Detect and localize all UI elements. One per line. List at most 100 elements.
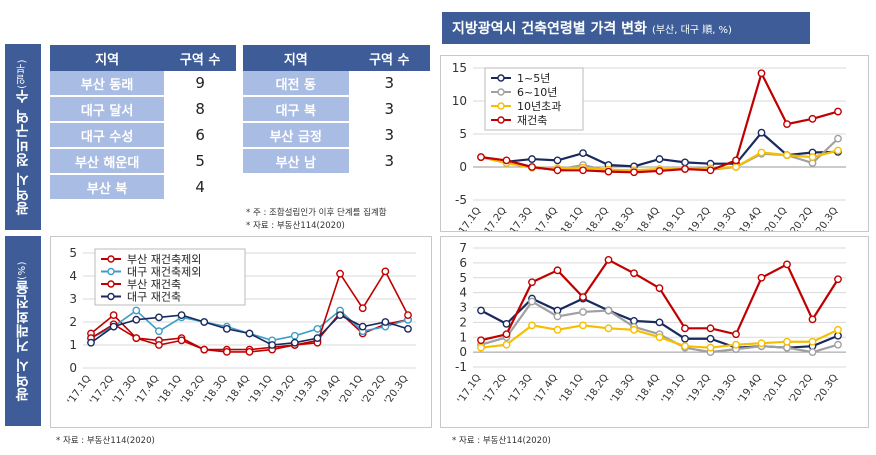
region-cell: 대구 수성	[50, 122, 165, 149]
region-cell: 부산 금정	[243, 122, 349, 149]
data-point	[655, 155, 664, 163]
data-point	[604, 167, 613, 176]
data-point	[177, 311, 186, 320]
data-point	[477, 153, 485, 162]
data-point	[245, 348, 254, 356]
daegu-price-panel: -1 0 1 2 3 4 5 6 7 '17.1Q '17.2Q '17.3Q '17.4Q '18.1Q…	[440, 236, 869, 428]
data-point	[808, 348, 817, 357]
chart-title-bar: 지방광역시 건축연령별 가격 변화 (부산, 대구 順, %)	[442, 12, 810, 44]
x-tick-label: '19.2Q	[685, 205, 713, 231]
legend-label: 부산 재건축	[127, 278, 181, 291]
x-tick-label: '19.3Q	[711, 372, 739, 405]
y-tick-label: 1	[459, 330, 467, 344]
region-cell: 부산 해운대	[50, 148, 165, 175]
y-tick-label: -1	[455, 360, 467, 374]
data-point	[655, 318, 664, 327]
data-point	[579, 166, 587, 175]
data-point	[579, 293, 587, 301]
table-row: 대구 달서 8	[50, 96, 236, 123]
legend-marker	[497, 74, 505, 82]
data-point	[477, 306, 485, 315]
data-point	[757, 339, 766, 348]
data-point	[604, 306, 613, 315]
data-point	[177, 336, 186, 345]
table-header-count: 구역 수	[348, 45, 430, 71]
data-point	[155, 341, 163, 349]
y-tick-label: -5	[455, 193, 467, 207]
region-cell: 부산 동래	[50, 71, 165, 97]
side-label-small: (%)	[17, 260, 28, 280]
data-point	[783, 151, 791, 160]
region-cell: 대구 달서	[50, 96, 165, 123]
x-tick-label: '17.1Q	[456, 205, 484, 231]
data-point	[553, 312, 562, 321]
data-point	[502, 330, 511, 339]
x-tick-label: '20.3Q	[383, 373, 411, 406]
x-tick-label: '18.1Q	[558, 372, 586, 405]
data-point	[681, 342, 689, 351]
data-point	[757, 128, 766, 137]
legend-marker	[497, 116, 505, 124]
data-point	[477, 343, 485, 352]
data-point	[502, 156, 511, 165]
data-point	[834, 134, 842, 143]
data-point	[655, 284, 664, 293]
chart-title: 지방광역시 건축연령별 가격 변화	[452, 21, 647, 37]
y-tick-label: 7	[459, 241, 467, 255]
region-cell: 부산 북	[50, 174, 165, 201]
data-point	[604, 255, 613, 264]
x-tick-label: '19.1Q	[660, 372, 688, 405]
data-point	[834, 325, 842, 334]
legend-marker	[497, 88, 505, 96]
data-point	[528, 163, 536, 171]
data-point	[808, 315, 817, 324]
side-label-small: (일부)	[17, 58, 28, 89]
turnover-side-label: 광역시 거래회전율(%)	[5, 236, 41, 426]
y-tick-label: 5	[459, 271, 467, 285]
x-tick-label: '19.4Q	[736, 205, 764, 231]
data-point	[808, 153, 817, 162]
y-tick-label: 3	[459, 301, 467, 315]
data-point	[681, 158, 689, 167]
data-point	[528, 155, 536, 163]
data-point	[808, 114, 817, 123]
table-row: 부산 해운대 5	[50, 148, 236, 175]
count-cell: 8	[164, 96, 236, 123]
legend-label: 대구 재건축	[127, 291, 181, 304]
count-cell: 5	[164, 148, 236, 175]
x-tick-label: '17.3Q	[507, 372, 535, 405]
data-point	[528, 297, 536, 306]
x-tick-label: '17.3Q	[507, 205, 535, 231]
data-point	[132, 315, 141, 324]
x-tick-label: '20.2Q	[787, 205, 815, 231]
x-tick-label: '17.2Q	[481, 372, 509, 405]
data-point	[245, 329, 254, 338]
data-point	[579, 308, 587, 316]
region-cell: 대구 북	[243, 96, 349, 123]
legend-marker	[107, 280, 115, 288]
table-row: 대구 수성 6	[50, 122, 236, 149]
x-tick-label: '17.4Q	[532, 372, 560, 405]
data-point	[834, 275, 842, 284]
legend-marker	[107, 267, 115, 276]
data-point	[706, 343, 715, 352]
y-tick-label: 2	[69, 315, 77, 329]
y-tick-label: 10	[452, 94, 467, 108]
data-point	[358, 304, 367, 313]
count-cell: 9	[164, 71, 236, 97]
data-point	[808, 337, 817, 346]
legend-marker	[107, 292, 115, 301]
legend-marker	[497, 102, 505, 110]
legend-marker	[107, 255, 115, 263]
data-point	[358, 322, 367, 331]
data-point	[630, 168, 638, 177]
data-point	[579, 321, 587, 330]
data-point	[222, 325, 231, 333]
busan-price-panel: -5 0 5 10 15'17.1Q '17.2Q '17.3Q '17.4Q '18.1Q '1…	[440, 55, 869, 239]
data-point	[630, 269, 638, 278]
data-point	[706, 334, 715, 343]
table-header-count: 구역 수	[164, 45, 236, 71]
